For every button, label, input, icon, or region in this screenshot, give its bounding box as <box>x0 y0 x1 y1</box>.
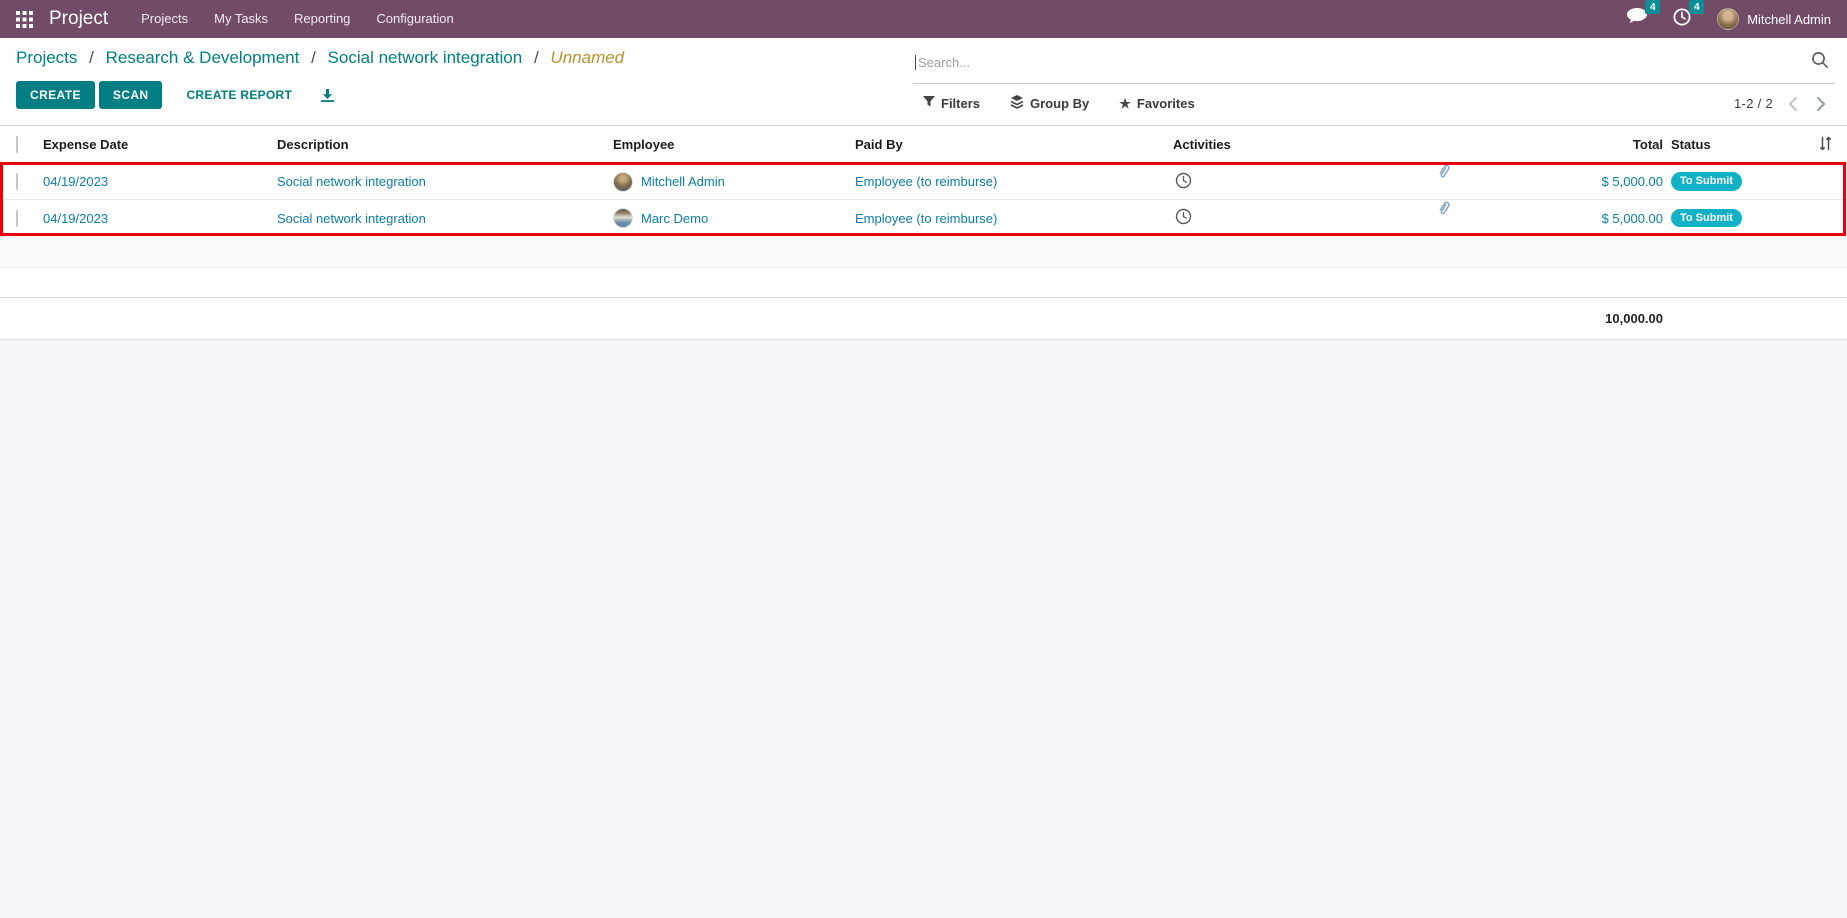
top-navbar: Project Projects My Tasks Reporting Conf… <box>0 0 1847 38</box>
table-header-row: Expense Date Description Employee Paid B… <box>0 126 1847 164</box>
group-by-button[interactable]: Group By <box>1010 95 1089 112</box>
nav-item-my-tasks[interactable]: My Tasks <box>214 11 269 26</box>
activities-count-badge: 4 <box>1689 0 1705 14</box>
paperclip-icon[interactable] <box>1436 162 1453 183</box>
nav-item-reporting[interactable]: Reporting <box>294 11 351 26</box>
cell-expense-date[interactable]: 04/19/2023 <box>43 174 109 189</box>
breadcrumb-separator: / <box>89 48 94 67</box>
apps-grid-icon[interactable] <box>10 10 39 28</box>
breadcrumb-separator: / <box>533 48 539 67</box>
nav-item-configuration[interactable]: Configuration <box>376 11 454 26</box>
paperclip-icon[interactable] <box>1436 199 1453 220</box>
filters-label: Filters <box>941 96 981 111</box>
action-buttons-row: CREATE SCAN CREATE REPORT <box>16 81 913 109</box>
favorites-label: Favorites <box>1136 96 1195 111</box>
empty-row-band <box>0 236 1847 268</box>
column-header-status[interactable]: Status <box>1671 137 1711 152</box>
pager-range-label: 1-2 / 2 <box>1734 96 1773 111</box>
column-header-total[interactable]: Total <box>1632 137 1663 152</box>
download-icon[interactable] <box>320 88 335 103</box>
layers-icon <box>1010 95 1024 112</box>
table-row[interactable]: 04/19/2023 Social network integration Mi… <box>0 164 1847 200</box>
control-panel: Projects / Research & Development / Soci… <box>0 38 1847 126</box>
select-all-checkbox[interactable] <box>16 136 18 153</box>
cell-employee[interactable]: Marc Demo <box>641 210 709 226</box>
employee-avatar <box>613 171 633 192</box>
activities-button[interactable]: 4 <box>1673 0 1705 31</box>
row-checkbox[interactable] <box>16 209 18 227</box>
table-body: 04/19/2023 Social network integration Mi… <box>0 162 1847 236</box>
activity-clock-icon[interactable] <box>1175 208 1192 228</box>
cell-total[interactable]: $ 5,000.00 <box>1601 210 1663 226</box>
breadcrumb-separator: / <box>311 48 316 67</box>
cell-employee[interactable]: Mitchell Admin <box>641 174 725 189</box>
breadcrumb: Projects / Research & Development / Soci… <box>16 48 913 68</box>
create-report-button[interactable]: CREATE REPORT <box>174 81 304 109</box>
activity-clock-icon[interactable] <box>1175 172 1192 192</box>
column-header-activities[interactable]: Activities <box>1173 137 1231 152</box>
clock-icon <box>1673 8 1691 31</box>
user-avatar <box>1717 8 1740 30</box>
cell-paid-by[interactable]: Employee (to reimburse) <box>855 174 998 189</box>
favorites-button[interactable]: ★ Favorites <box>1119 96 1194 112</box>
user-name-label: Mitchell Admin <box>1747 11 1831 27</box>
search-input[interactable] <box>916 55 1811 70</box>
column-header-description[interactable]: Description <box>277 137 349 152</box>
messages-count-badge: 4 <box>1645 0 1661 14</box>
create-button[interactable]: CREATE <box>16 81 95 109</box>
messages-button[interactable]: 4 <box>1627 0 1661 30</box>
optional-columns-icon[interactable] <box>1760 136 1847 154</box>
breadcrumb-social-network-integration[interactable]: Social network integration <box>327 48 523 67</box>
search-icon[interactable] <box>1811 51 1829 74</box>
star-icon: ★ <box>1119 95 1131 111</box>
search-bar <box>913 44 1835 84</box>
column-header-paid-by[interactable]: Paid By <box>855 137 903 152</box>
search-facets-row: Filters Group By ★ Favorites 1-2 / 2 <box>913 95 1835 112</box>
cell-expense-date[interactable]: 04/19/2023 <box>43 210 109 226</box>
cell-description[interactable]: Social network integration <box>277 210 426 226</box>
breadcrumb-projects[interactable]: Projects <box>16 48 78 67</box>
nav-item-projects[interactable]: Projects <box>141 11 189 26</box>
scan-button[interactable]: SCAN <box>98 81 163 109</box>
column-header-employee[interactable]: Employee <box>613 137 675 152</box>
empty-row-band <box>0 268 1847 298</box>
funnel-icon <box>923 96 935 111</box>
group-by-label: Group By <box>1030 96 1090 111</box>
employee-avatar <box>613 208 633 228</box>
chevron-left-icon[interactable] <box>1783 96 1802 112</box>
table-footer-row: 10,000.00 <box>0 298 1847 340</box>
footer-total-sum: 10,000.00 <box>1605 311 1663 326</box>
column-header-expense-date[interactable]: Expense Date <box>43 137 129 152</box>
status-badge: To Submit <box>1671 208 1742 228</box>
cell-paid-by[interactable]: Employee (to reimburse) <box>855 210 998 226</box>
cell-description[interactable]: Social network integration <box>277 174 426 189</box>
chevron-right-icon[interactable] <box>1812 96 1831 112</box>
text-cursor <box>915 55 916 70</box>
filters-button[interactable]: Filters <box>923 96 980 111</box>
user-menu[interactable]: Mitchell Admin <box>1717 8 1831 30</box>
app-brand-title[interactable]: Project <box>49 8 109 29</box>
table-row[interactable]: 04/19/2023 Social network integration Ma… <box>0 200 1847 236</box>
page-background <box>0 340 1847 918</box>
breadcrumb-current-unnamed: Unnamed <box>550 48 625 67</box>
breadcrumb-research-development[interactable]: Research & Development <box>105 48 300 67</box>
chat-bubble-icon <box>1627 8 1648 30</box>
pager: 1-2 / 2 <box>1734 96 1835 112</box>
status-badge: To Submit <box>1671 172 1742 191</box>
row-checkbox[interactable] <box>16 173 18 190</box>
cell-total[interactable]: $ 5,000.00 <box>1601 174 1663 189</box>
